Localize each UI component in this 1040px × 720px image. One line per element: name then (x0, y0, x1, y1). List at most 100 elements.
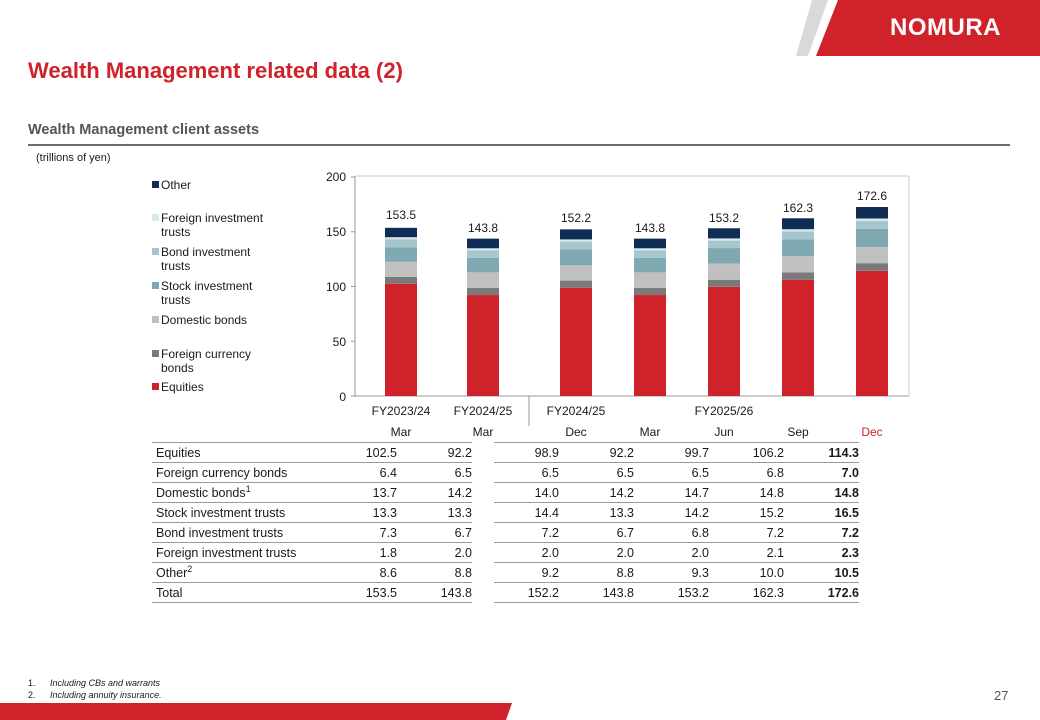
row-label: Bond investment trusts (152, 522, 322, 543)
table-cell: 2.3 (784, 542, 859, 563)
bar-segment (634, 257, 666, 273)
bar-segment (467, 295, 499, 396)
row-label-text: Bond investment trusts (156, 525, 284, 540)
legend-label: Equities (161, 380, 204, 394)
row-label: Domestic bonds1 (152, 482, 322, 503)
x-category-label: Sep (787, 425, 809, 439)
legend-label: Domestic bonds (161, 313, 248, 327)
row-label-text: Stock investment trusts (156, 505, 286, 520)
x-category-label: Jun (714, 425, 734, 439)
y-tick-label: 100 (325, 280, 346, 294)
table-cell: 13.3 (559, 502, 634, 523)
table-cell: 7.3 (322, 522, 397, 543)
table-cell: 99.7 (634, 442, 709, 463)
legend-label: Foreign currency bonds (161, 347, 252, 375)
subtitle-rule (28, 144, 1010, 146)
table-cell: 2.0 (559, 542, 634, 563)
table-cell: 14.8 (784, 482, 859, 503)
row-label: Foreign investment trusts (152, 542, 322, 563)
legend-swatch (152, 248, 159, 255)
row-label: Foreign currency bonds (152, 462, 322, 483)
bar-segment (634, 238, 666, 249)
legend-swatch (152, 383, 159, 390)
footer-bar (0, 703, 512, 720)
table-cell: 102.5 (322, 442, 397, 463)
row-label: Stock investment trusts (152, 502, 322, 523)
table-cell: 7.2 (494, 522, 559, 543)
bar-segment (560, 249, 592, 266)
nomura-logo: NOMURA (890, 14, 1001, 41)
table-cell: 6.7 (397, 522, 472, 543)
footnote-ref: 2 (187, 564, 193, 575)
column-gap (472, 543, 494, 563)
table-cell: 2.0 (397, 542, 472, 563)
bar-segment (467, 287, 499, 296)
legend-swatch (152, 350, 159, 357)
table-cell: 14.8 (709, 482, 784, 503)
bar-segment (856, 263, 888, 271)
page-title: Wealth Management related data (2) (28, 58, 403, 83)
row-label-text: Foreign currency bonds (156, 465, 288, 480)
legend-label: Stock investment trusts (161, 279, 253, 307)
bar-segment (385, 227, 417, 238)
table-cell: 9.2 (494, 562, 559, 583)
bar-segment (708, 263, 740, 280)
page-number: 27 (994, 688, 1009, 703)
legend-swatch (152, 282, 159, 289)
bar-segment (560, 287, 592, 396)
table-cell: 15.2 (709, 502, 784, 523)
x-category-label: Dec (861, 425, 883, 439)
bar-segment (560, 239, 592, 242)
column-gap (472, 483, 494, 503)
footnote-text: Including annuity insurance. (50, 690, 162, 700)
column-gap (472, 523, 494, 543)
bar-segment (467, 250, 499, 258)
table-cell: 14.4 (494, 502, 559, 523)
table-row: Foreign currency bonds 6.4 6.5 6.5 6.5 6.5 6.8… (152, 462, 859, 483)
legend-swatch (152, 214, 159, 221)
legend-swatch (152, 181, 159, 188)
bar-segment (782, 229, 814, 232)
bar-segment (385, 239, 417, 248)
footnote-number: 2. (28, 690, 36, 700)
footnote-number: 1. (28, 678, 36, 688)
x-category-label: Mar (639, 425, 661, 439)
logo-banner (816, 0, 1040, 56)
table-cell: 9.3 (634, 562, 709, 583)
table-cell: 14.0 (494, 482, 559, 503)
bar-segment (856, 270, 888, 396)
table-cell: 6.5 (397, 462, 472, 483)
table-row: Foreign investment trusts 1.8 2.0 2.0 2.0 2.0… (152, 542, 859, 563)
bar-segment (708, 228, 740, 239)
bar-segment (856, 246, 888, 264)
bar-segment (708, 279, 740, 287)
row-label-text: Other (156, 566, 188, 581)
x-period-label: FY2023/24 (371, 404, 431, 418)
table-row: Equities 102.5 92.2 98.9 92.2 99.7 106.2 114.3 (152, 442, 859, 463)
bar-segment (782, 279, 814, 396)
bar-segment (634, 295, 666, 396)
table-row: Domestic bonds1 13.7 14.2 14.0 14.2 14.7 14.8 1… (152, 482, 859, 503)
column-gap (472, 463, 494, 483)
row-label: Equities (152, 442, 322, 463)
row-label-text: Foreign investment trusts (156, 545, 297, 560)
bar-segment (856, 207, 888, 219)
table-cell: 14.2 (397, 482, 472, 503)
bar-segment (467, 257, 499, 273)
table-cell: 14.7 (634, 482, 709, 503)
y-tick-label: 200 (325, 170, 346, 184)
table-cell: 8.6 (322, 562, 397, 583)
row-label-text: Total (156, 585, 183, 600)
total-label: 152.2 (560, 211, 592, 225)
bar-segment (634, 287, 666, 296)
table-cell: 7.0 (784, 462, 859, 483)
bar-segment (560, 241, 592, 250)
table-cell: 13.3 (397, 502, 472, 523)
table-cell: 143.8 (397, 582, 472, 603)
legend-label: Foreign investment trusts (161, 211, 264, 239)
bar-segment (385, 237, 417, 240)
table-cell: 6.4 (322, 462, 397, 483)
legend-label: Bond investment trusts (161, 245, 251, 273)
table-cell: 152.2 (494, 582, 559, 603)
total-label: 162.3 (782, 201, 814, 215)
